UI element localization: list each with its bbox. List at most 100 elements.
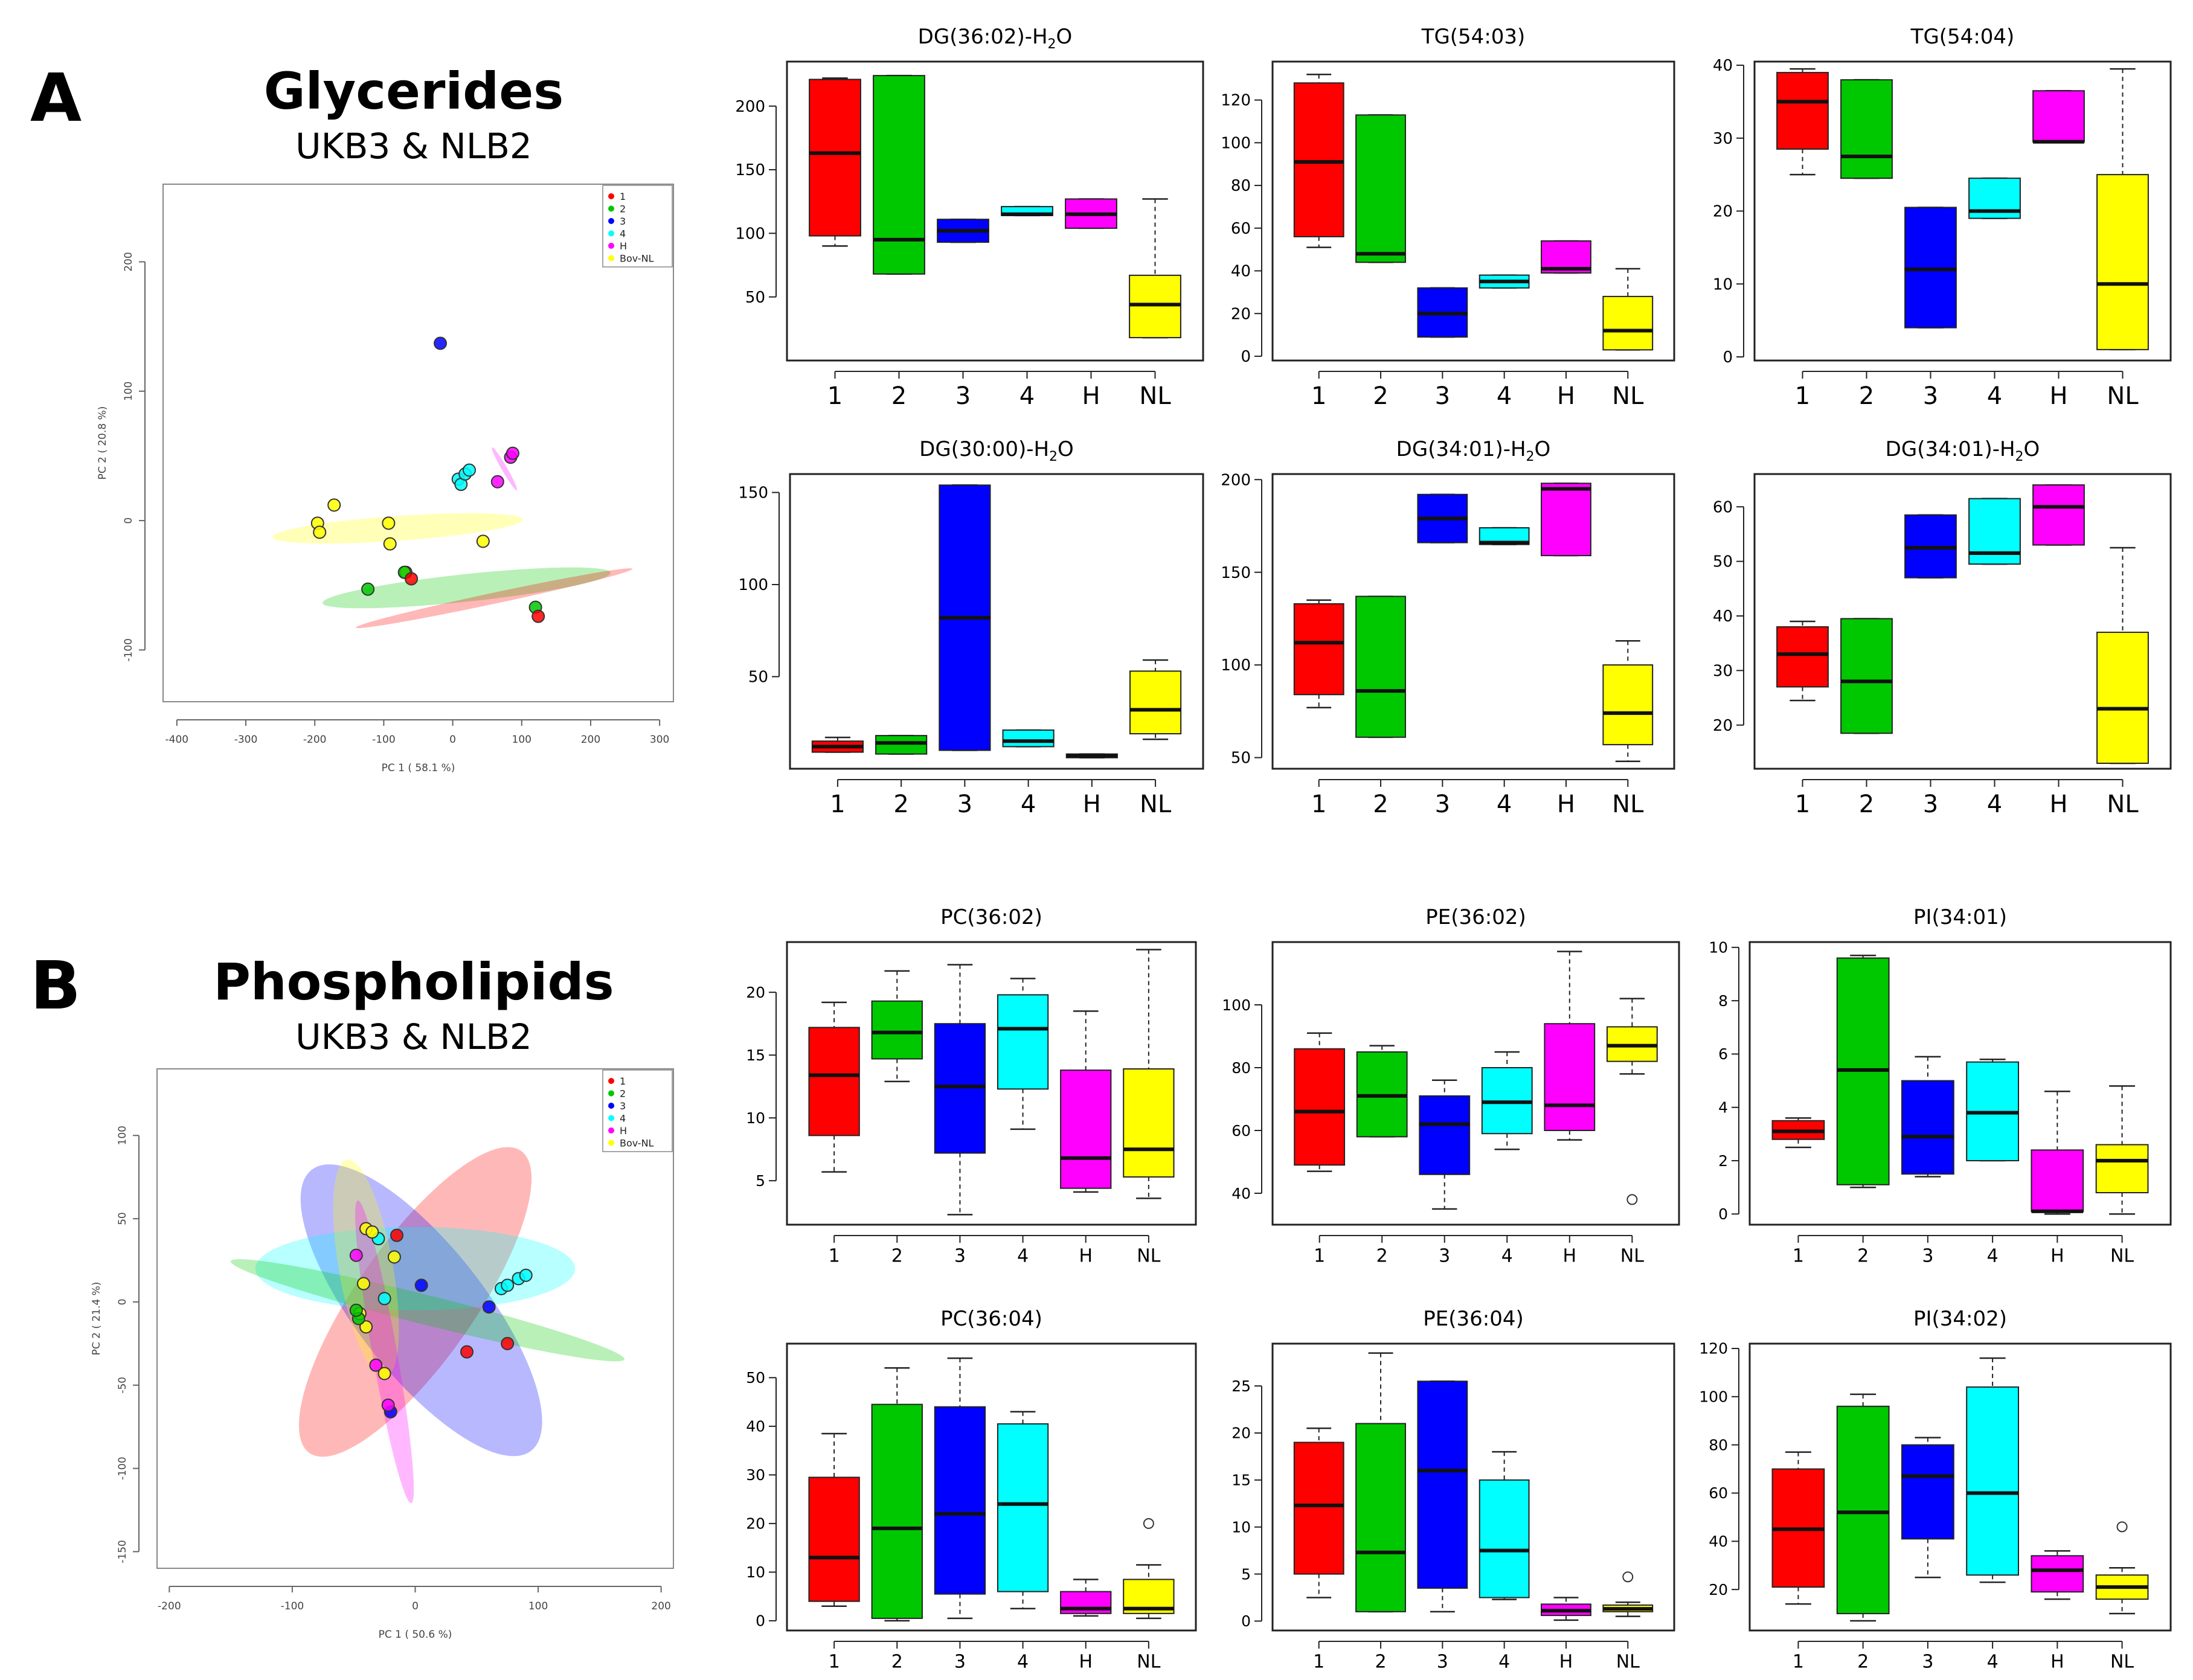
legend-marker — [608, 1103, 614, 1109]
chart-title-6: DG(34:01)-H2O — [1886, 437, 2040, 464]
x-tick-label: 1 — [829, 1652, 840, 1673]
box-H — [1060, 1010, 1112, 1193]
box-iqr — [875, 735, 928, 755]
y-tick-label: 40 — [1709, 1533, 1728, 1550]
box-H — [1065, 198, 1117, 229]
x-tick-label: NL — [1620, 1246, 1644, 1267]
box-iqr — [1776, 72, 1829, 150]
x-tick-label: NL — [1616, 1652, 1640, 1673]
chart-box-8: PC(36:02) 5 10 15 20 1 2 3 4 H NL — [746, 905, 1197, 1267]
panel-b-title: Phospholipids — [213, 952, 614, 1012]
legend-label: 3 — [620, 216, 626, 227]
box-iqr — [2096, 632, 2149, 764]
legend-marker — [608, 255, 614, 261]
box-iqr — [1904, 207, 1957, 329]
x-tick-label: 1 — [1311, 790, 1326, 818]
box-4 — [1966, 1059, 2020, 1162]
x-tick-label: 1 — [827, 382, 843, 410]
box-iqr — [1417, 1380, 1468, 1589]
y-tick-label: 50 — [117, 1212, 129, 1225]
y-tick-label: 100 — [117, 1126, 129, 1145]
confidence-ellipses — [272, 447, 633, 629]
box-NL — [1602, 1571, 1654, 1617]
y-tick-label: 50 — [746, 1369, 765, 1387]
ellipse-group-NL — [272, 513, 523, 544]
point-group-3 — [414, 1278, 428, 1292]
box-iqr — [1541, 483, 1591, 557]
ellipse-group-NL — [333, 1159, 399, 1378]
box-iqr — [1602, 295, 1654, 351]
box-iqr — [1840, 79, 1893, 179]
ellipse-group-H — [355, 1201, 414, 1504]
chart-title-main: PI(34:02) — [1913, 1307, 2007, 1331]
panel-a-title: Glycerides — [264, 62, 564, 121]
chart-title-10: PI(34:01) — [1913, 905, 2007, 929]
box-iqr — [2096, 174, 2149, 350]
y-tick-label: 60 — [1231, 1122, 1251, 1140]
box-H — [1060, 1579, 1112, 1617]
x-tick-label: 2 — [1857, 1246, 1869, 1267]
box-iqr — [1123, 1068, 1175, 1178]
legend-marker — [608, 1115, 614, 1121]
legend-label: H — [620, 1125, 627, 1137]
legend-marker — [608, 1140, 614, 1146]
chart-title-12: PE(36:04) — [1423, 1307, 1524, 1331]
x-tick-label: 4 — [1019, 382, 1035, 410]
y-tick-label: 100 — [1221, 656, 1251, 675]
y-tick-label: 2 — [1718, 1152, 1728, 1170]
y-tick-label: 120 — [1221, 92, 1251, 110]
y-tick-label: 40 — [1713, 57, 1733, 75]
x-tick-label: 3 — [1435, 790, 1450, 818]
box-iqr — [1002, 729, 1055, 748]
box-iqr — [808, 1027, 860, 1137]
point-group-H — [369, 1358, 383, 1372]
box-iqr — [1901, 1080, 1954, 1175]
box-1 — [1293, 599, 1344, 708]
point-group-1 — [531, 609, 545, 623]
chart-title-1: DG(36:02)-H2O — [918, 25, 1073, 52]
point-group-H — [490, 475, 504, 489]
chart-title-2: TG(54:03) — [1421, 25, 1526, 49]
x-tick-label: 4 — [1987, 1652, 1999, 1673]
box-NL — [1129, 659, 1182, 740]
box-1 — [808, 1001, 860, 1173]
y-tick-label: 15 — [1231, 1472, 1251, 1489]
y-tick-label: 50 — [748, 668, 768, 687]
box-NL — [1123, 1518, 1175, 1620]
x-tick-label: 3 — [955, 382, 971, 410]
y-tick-label: 100 — [1699, 1388, 1728, 1406]
x-tick-label: 100 — [512, 734, 531, 746]
x-tick-label: H — [1559, 1652, 1573, 1673]
x-tick-label: 1 — [1314, 1246, 1325, 1267]
chart-title-tail: O — [1058, 437, 1074, 461]
legend-label: 2 — [620, 204, 626, 215]
panel-a-subtitle: UKB3 & NLB2 — [295, 126, 532, 167]
y-tick-label: 0 — [1241, 1612, 1251, 1630]
point-group-3 — [434, 336, 448, 350]
outlier-point — [1143, 1518, 1154, 1529]
y-tick-label: 15 — [746, 1047, 765, 1064]
panel-b-subtitle: UKB3 & NLB2 — [295, 1016, 532, 1057]
y-tick-label: 80 — [1231, 177, 1251, 195]
box-NL — [1606, 998, 1658, 1205]
x-tick-label: H — [1557, 790, 1575, 818]
x-tick-label: 2 — [891, 382, 907, 410]
y-tick-label: 50 — [1231, 749, 1251, 768]
ellipse-group-3 — [300, 1164, 542, 1457]
x-tick-label: H — [1083, 790, 1101, 818]
chart-title-13: PI(34:02) — [1913, 1307, 2007, 1331]
box-H — [1541, 240, 1591, 274]
y-tick-label: 4 — [1718, 1098, 1728, 1116]
x-tick-label: NL — [2110, 1246, 2134, 1267]
box-iqr — [2032, 484, 2085, 546]
plot-frame — [1748, 1342, 2172, 1632]
box-1 — [811, 736, 864, 753]
legend-label: 1 — [620, 191, 626, 202]
point-group-1 — [405, 572, 419, 586]
point-group-NL — [377, 1367, 391, 1380]
y-tick-label: 6 — [1718, 1045, 1728, 1063]
